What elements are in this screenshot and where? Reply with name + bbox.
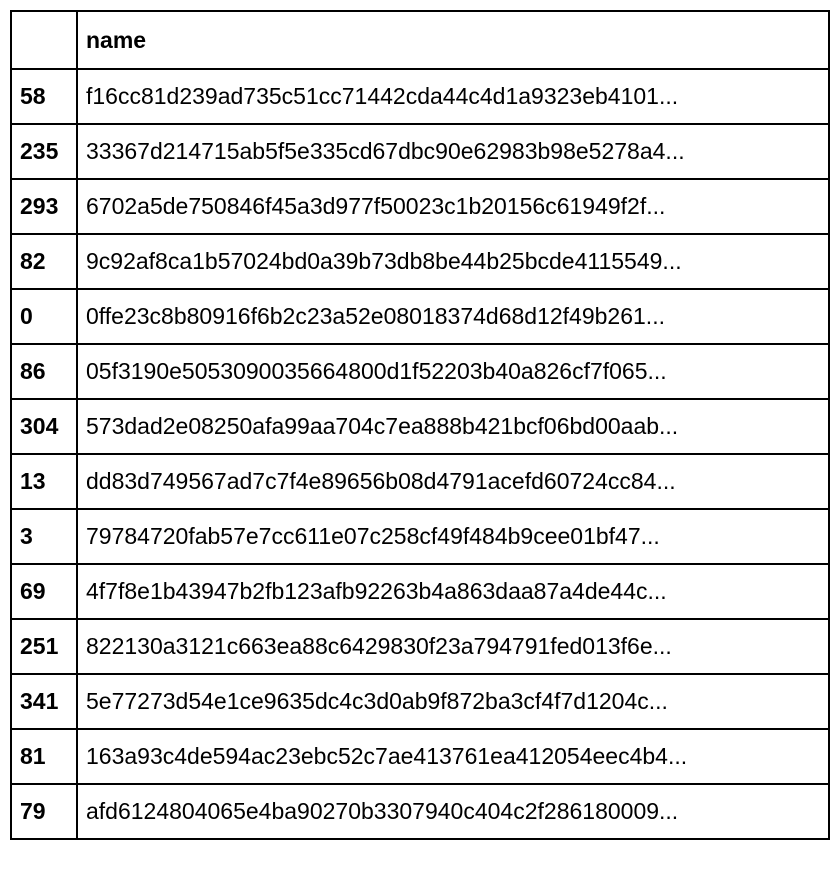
row-name-cell: 9c92af8ca1b57024bd0a39b73db8be44b25bcde4… <box>76 233 830 290</box>
row-name-cell: 573dad2e08250afa99aa704c7ea888b421bcf06b… <box>76 398 830 455</box>
table-row: 82 9c92af8ca1b57024bd0a39b73db8be44b25bcd… <box>10 233 830 290</box>
row-name-cell: afd6124804065e4ba90270b3307940c404c2f286… <box>76 783 830 840</box>
table-row: 341 5e77273d54e1ce9635dc4c3d0ab9f872ba3cf… <box>10 673 830 730</box>
table-row: 235 33367d214715ab5f5e335cd67dbc90e62983b… <box>10 123 830 180</box>
table-body: 58 f16cc81d239ad735c51cc71442cda44c4d1a93… <box>10 68 830 840</box>
row-index: 79 <box>10 783 78 840</box>
table-row: 304 573dad2e08250afa99aa704c7ea888b421bcf… <box>10 398 830 455</box>
row-index: 13 <box>10 453 78 510</box>
table-header: name <box>10 10 830 70</box>
table-row: 3 79784720fab57e7cc611e07c258cf49f484b9ce… <box>10 508 830 565</box>
row-index: 81 <box>10 728 78 785</box>
row-name-cell: f16cc81d239ad735c51cc71442cda44c4d1a9323… <box>76 68 830 125</box>
row-index: 0 <box>10 288 78 345</box>
table-row: 81 163a93c4de594ac23ebc52c7ae413761ea4120… <box>10 728 830 785</box>
row-index: 251 <box>10 618 78 675</box>
row-index: 341 <box>10 673 78 730</box>
index-column-header <box>10 10 78 70</box>
table-row: 79 afd6124804065e4ba90270b3307940c404c2f2… <box>10 783 830 840</box>
row-index: 69 <box>10 563 78 620</box>
row-name-cell: 5e77273d54e1ce9635dc4c3d0ab9f872ba3cf4f7… <box>76 673 830 730</box>
row-name-cell: 163a93c4de594ac23ebc52c7ae413761ea412054… <box>76 728 830 785</box>
row-name-cell: 822130a3121c663ea88c6429830f23a794791fed… <box>76 618 830 675</box>
table-row: 251 822130a3121c663ea88c6429830f23a794791… <box>10 618 830 675</box>
row-name-cell: 05f3190e5053090035664800d1f52203b40a826c… <box>76 343 830 400</box>
row-name-cell: dd83d749567ad7c7f4e89656b08d4791acefd607… <box>76 453 830 510</box>
row-index: 304 <box>10 398 78 455</box>
row-index: 235 <box>10 123 78 180</box>
header-row: name <box>10 10 830 70</box>
row-index: 86 <box>10 343 78 400</box>
table-row: 13 dd83d749567ad7c7f4e89656b08d4791acefd6… <box>10 453 830 510</box>
row-name-cell: 4f7f8e1b43947b2fb123afb92263b4a863daa87a… <box>76 563 830 620</box>
row-index: 3 <box>10 508 78 565</box>
table-row: 86 05f3190e5053090035664800d1f52203b40a82… <box>10 343 830 400</box>
row-name-cell: 79784720fab57e7cc611e07c258cf49f484b9cee… <box>76 508 830 565</box>
row-index: 82 <box>10 233 78 290</box>
table-row: 293 6702a5de750846f45a3d977f50023c1b20156… <box>10 178 830 235</box>
row-name-cell: 33367d214715ab5f5e335cd67dbc90e62983b98e… <box>76 123 830 180</box>
data-table: name 58 f16cc81d239ad735c51cc71442cda44c4… <box>10 10 830 840</box>
table-row: 0 0ffe23c8b80916f6b2c23a52e08018374d68d12… <box>10 288 830 345</box>
row-name-cell: 0ffe23c8b80916f6b2c23a52e08018374d68d12f… <box>76 288 830 345</box>
row-index: 58 <box>10 68 78 125</box>
name-column-header: name <box>76 10 830 70</box>
row-name-cell: 6702a5de750846f45a3d977f50023c1b20156c61… <box>76 178 830 235</box>
table-row: 58 f16cc81d239ad735c51cc71442cda44c4d1a93… <box>10 68 830 125</box>
row-index: 293 <box>10 178 78 235</box>
table-row: 69 4f7f8e1b43947b2fb123afb92263b4a863daa8… <box>10 563 830 620</box>
